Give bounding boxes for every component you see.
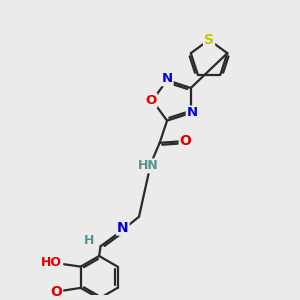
Text: O: O	[180, 134, 192, 148]
Text: N: N	[161, 72, 172, 85]
Text: N: N	[187, 106, 198, 119]
Text: H: H	[84, 234, 94, 248]
Text: HN: HN	[138, 159, 159, 172]
Text: S: S	[204, 33, 214, 47]
Text: HO: HO	[41, 256, 62, 269]
Text: O: O	[50, 285, 62, 299]
Text: N: N	[117, 220, 129, 235]
Text: O: O	[145, 94, 157, 107]
